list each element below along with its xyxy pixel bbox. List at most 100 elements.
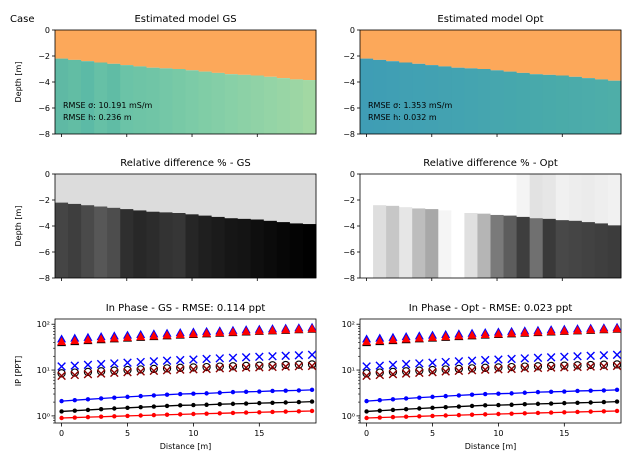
inphase-gs-xtick-label: 5 xyxy=(125,429,130,438)
reldiff-gs-top-cell xyxy=(302,174,317,225)
reldiff-gs-bottom-cell xyxy=(107,207,121,278)
inphase-opt-point xyxy=(456,404,462,409)
inphase-gs-point xyxy=(57,362,66,371)
model-opt-ytick-label: −6 xyxy=(343,104,355,113)
inphase-opt-point xyxy=(601,399,607,405)
inphase-gs-point xyxy=(83,369,93,379)
reldiff-opt-bottom-cell xyxy=(399,207,413,278)
inphase-gs-series xyxy=(57,324,316,346)
inphase-gs-point xyxy=(296,388,302,393)
inphase-opt-point xyxy=(364,415,369,421)
model-gs-bottom-cell xyxy=(185,70,200,134)
inphase-gs-ytick-label: 10⁰ xyxy=(37,412,50,421)
reldiff-gs-ytick-label: −2 xyxy=(38,196,50,205)
inphase-gs-point xyxy=(189,364,198,374)
inphase-opt-point xyxy=(573,351,582,361)
model-gs-ylabel: Depth [m] xyxy=(14,62,23,103)
inphase-opt-point xyxy=(443,404,448,410)
inphase-opt-series xyxy=(362,324,621,346)
inphase-opt-point xyxy=(441,367,450,376)
reldiff-opt-top-cell xyxy=(555,174,570,221)
inphase-opt-point xyxy=(548,389,554,395)
model-gs-title: Estimated model GS xyxy=(134,14,236,25)
inphase-opt-point xyxy=(546,326,556,335)
model-gs-top-cell xyxy=(276,30,291,79)
inphase-gs-ylabel: IP [PPT] xyxy=(14,356,23,387)
inphase-gs-point xyxy=(294,324,304,333)
reldiff-gs-ytick-label: −4 xyxy=(38,222,50,231)
model-opt-bottom-cell xyxy=(503,71,518,134)
model-gs-bottom-cell xyxy=(302,80,317,134)
inphase-gs-point xyxy=(83,335,93,344)
reldiff-gs-top-cell xyxy=(237,174,252,219)
inphase-gs-point xyxy=(230,410,236,416)
inphase-opt-point xyxy=(546,363,556,372)
inphase-opt-point xyxy=(364,398,369,404)
inphase-gs-point xyxy=(243,410,249,415)
model-gs-bottom-cell xyxy=(146,67,160,134)
inphase-opt-point xyxy=(403,396,409,401)
inphase-gs-point xyxy=(57,369,66,378)
reldiff-gs-top-cell xyxy=(68,174,82,204)
inphase-opt-point xyxy=(441,365,450,374)
model-opt-annotation: RMSE σ: 1.353 mS/m xyxy=(368,101,452,110)
model-gs-bottom-cell xyxy=(107,63,121,134)
model-gs-top-cell xyxy=(172,30,186,69)
inphase-gs-point xyxy=(136,331,146,341)
inphase-opt-xlabel: Distance [m] xyxy=(465,442,517,451)
reldiff-gs-bottom-cell xyxy=(81,205,95,278)
reldiff-opt-bottom-cell xyxy=(425,209,439,278)
model-gs-bottom-cell xyxy=(263,76,278,134)
inphase-opt-point xyxy=(415,366,424,375)
inphase-gs-point xyxy=(283,388,288,393)
inphase-opt-point xyxy=(588,400,593,405)
inphase-gs-point xyxy=(162,364,172,373)
inphase-opt-point xyxy=(362,362,371,371)
inphase-opt-xtick-label: 10 xyxy=(493,429,503,438)
model-gs-top-cell xyxy=(55,30,69,59)
reldiff-opt-top-cell xyxy=(399,174,413,208)
inphase-gs-point xyxy=(151,393,157,398)
reldiff-gs-bottom-cell xyxy=(133,210,147,278)
model-opt-bottom-cell xyxy=(360,58,374,134)
inphase-gs-point xyxy=(164,412,170,417)
inphase-gs-point xyxy=(96,367,106,376)
inphase-gs-point xyxy=(281,325,291,334)
inphase-opt-point xyxy=(430,405,435,411)
model-gs-panel: Estimated model GS 0 −2 −4 −6 −8 Depth [m] RMSE… xyxy=(14,14,317,139)
inphase-gs-point xyxy=(270,388,275,394)
inphase-gs-point xyxy=(162,330,172,339)
model-opt-top-cell xyxy=(399,30,413,63)
inphase-gs-point xyxy=(215,327,225,337)
inphase-gs-point xyxy=(217,401,222,407)
model-opt-top-cell xyxy=(386,30,400,62)
inphase-opt-point xyxy=(535,389,541,395)
inphase-opt-xtick-label: 5 xyxy=(430,429,435,438)
inphase-opt-point xyxy=(388,360,398,370)
model-opt-annotation: RMSE h: 0.032 m xyxy=(368,113,437,122)
reldiff-opt-title: Relative difference % - Opt xyxy=(423,158,558,169)
inphase-opt-point xyxy=(428,367,437,377)
reldiff-opt-bottom-cell xyxy=(490,214,505,278)
inphase-opt-point xyxy=(522,390,527,395)
reldiff-gs-top-cell xyxy=(185,174,200,215)
model-gs-bottom-cell xyxy=(81,61,95,135)
inphase-gs-point xyxy=(96,369,106,378)
reldiff-gs-bottom-cell xyxy=(55,202,69,278)
inphase-opt-point xyxy=(599,350,609,360)
model-opt-bottom-cell xyxy=(542,74,557,134)
inphase-opt-point xyxy=(364,409,369,414)
inphase-gs-point xyxy=(268,362,277,372)
inphase-gs-point xyxy=(230,389,236,395)
inphase-opt-point xyxy=(456,393,462,398)
inphase-opt-point xyxy=(612,324,621,333)
model-opt-bottom-cell xyxy=(607,80,622,134)
inphase-gs-ytick-label: 10¹ xyxy=(37,366,50,375)
inphase-gs-point xyxy=(257,389,262,394)
inphase-opt-point xyxy=(520,364,530,373)
model-gs-top-cell xyxy=(107,30,121,64)
model-gs-bottom-cell xyxy=(198,71,213,134)
inphase-gs-point xyxy=(191,391,196,396)
reldiff-opt-bottom-cell xyxy=(451,211,465,278)
inphase-opt-point xyxy=(588,388,593,393)
